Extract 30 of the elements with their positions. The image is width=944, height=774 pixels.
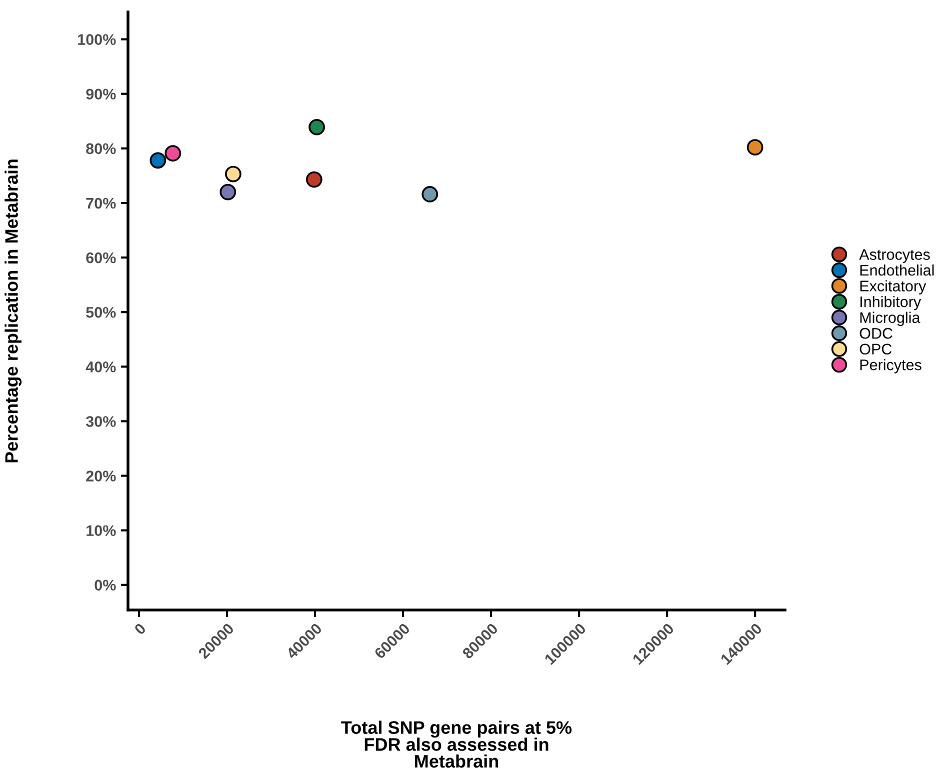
y-tick-label: 100% [78, 34, 116, 45]
legend-label: Endothelial [860, 264, 934, 276]
legend-label: Inhibitory [860, 296, 922, 310]
point [224, 166, 242, 182]
legend-label: OPC [860, 344, 892, 355]
point [746, 139, 764, 156]
y-tick-label: 90% [86, 88, 116, 100]
point [150, 152, 166, 169]
y-tick-label: 10% [86, 525, 116, 536]
point [306, 171, 322, 188]
legend-label: Astrocytes [859, 249, 930, 263]
x-axis-title: Total SNP gene pairs at 5% FDR also assessed in Metabrain [341, 720, 572, 768]
point [422, 186, 438, 202]
point [220, 184, 236, 200]
y-tick-label: 70% [86, 198, 116, 209]
legend-label: Excitatory [860, 280, 926, 294]
y-axis-title: Percentage replication in Metabrain [4, 160, 22, 462]
legend-label: ODC [860, 328, 892, 339]
y-tick-label: 20% [86, 470, 116, 482]
legend-label: Microglia [860, 312, 920, 326]
point [164, 145, 182, 162]
y-tick-label: 40% [86, 362, 116, 372]
y-tick-label: 80% [86, 143, 116, 154]
y-tick-label: 60% [86, 252, 116, 264]
point [308, 118, 325, 136]
y-tick-label: 50% [86, 306, 116, 318]
y-tick-label: 0% [94, 580, 116, 591]
x-tick-label: 0 [134, 622, 146, 636]
legend-label: Pericytes [860, 359, 922, 374]
y-tick-label: 30% [86, 416, 116, 427]
